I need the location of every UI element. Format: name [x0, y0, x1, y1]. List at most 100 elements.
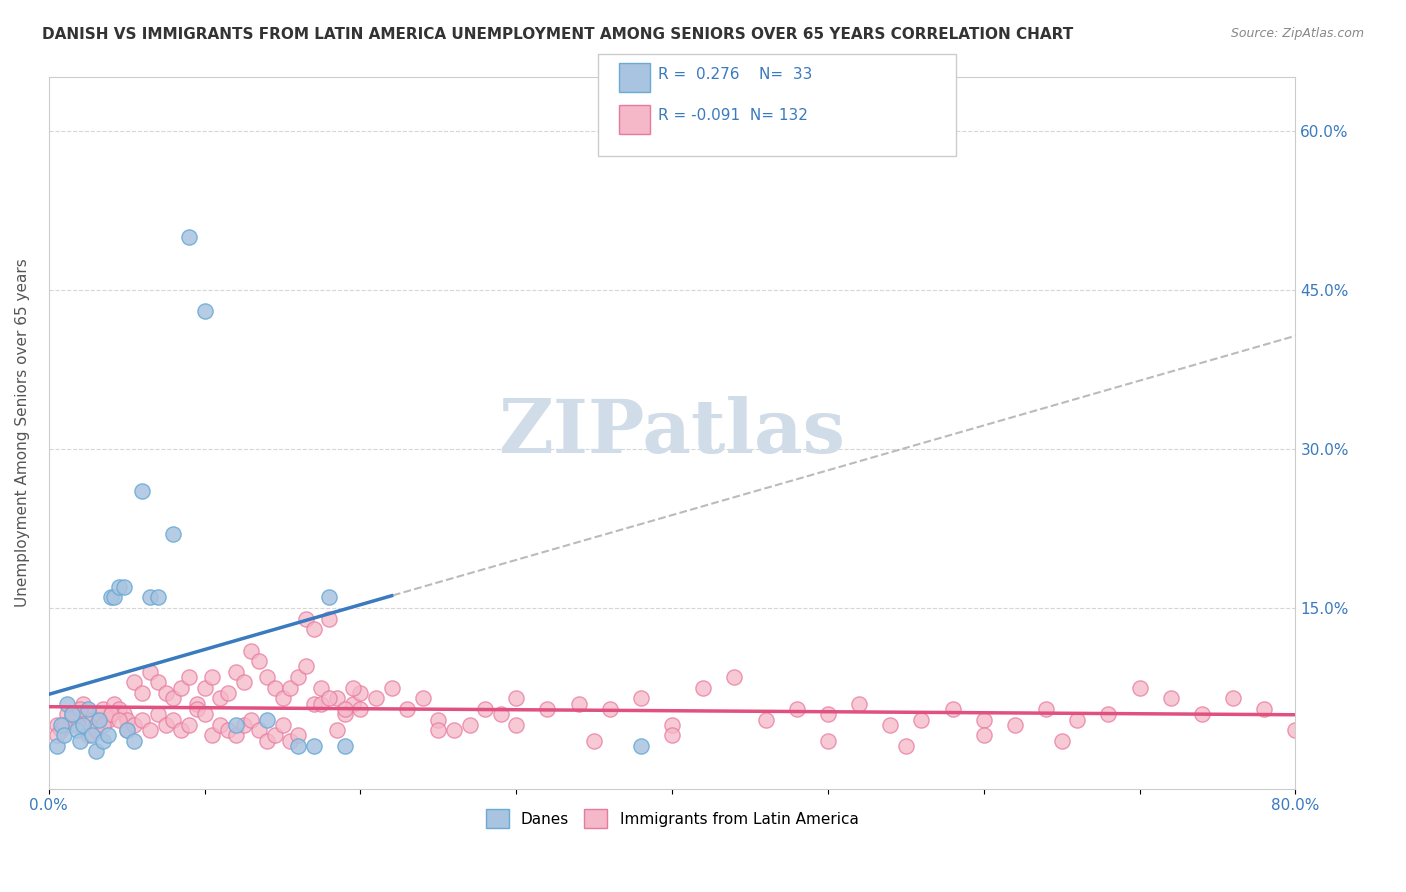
Point [1004, 718, 1026, 732]
Text: DANISH VS IMMIGRANTS FROM LATIN AMERICA UNEMPLOYMENT AMONG SENIORS OVER 65 YEARS: DANISH VS IMMIGRANTS FROM LATIN AMERICA … [42, 27, 1073, 42]
Point [247, 723, 270, 738]
Point [311, 697, 333, 711]
Point [97, 713, 120, 727]
Point [326, 723, 349, 738]
Point [271, 691, 294, 706]
Point [139, 723, 162, 738]
Point [848, 697, 870, 711]
Point [100, 591, 122, 605]
Point [692, 681, 714, 695]
Point [287, 670, 309, 684]
Point [69, 707, 91, 722]
Point [364, 691, 387, 706]
Point [1191, 707, 1213, 722]
Point [60, 707, 83, 722]
Point [278, 681, 301, 695]
Point [278, 733, 301, 747]
Point [443, 723, 465, 738]
Point [108, 580, 131, 594]
Point [247, 654, 270, 668]
Point [139, 591, 162, 605]
Point [786, 702, 808, 716]
Point [256, 713, 278, 727]
Point [256, 733, 278, 747]
Point [427, 713, 450, 727]
Point [209, 691, 232, 706]
Point [894, 739, 917, 753]
Point [302, 739, 325, 753]
Point [209, 718, 232, 732]
Point [51, 723, 73, 738]
Point [287, 729, 309, 743]
Point [84, 718, 107, 732]
Point [568, 697, 591, 711]
Point [97, 729, 120, 743]
Point [87, 713, 110, 727]
Point [879, 718, 901, 732]
Point [162, 691, 184, 706]
Point [115, 723, 138, 738]
Point [155, 718, 177, 732]
Text: Source: ZipAtlas.com: Source: ZipAtlas.com [1230, 27, 1364, 40]
Point [318, 591, 340, 605]
Point [155, 686, 177, 700]
Point [302, 697, 325, 711]
Point [1050, 733, 1073, 747]
Point [194, 304, 217, 318]
Point [661, 729, 683, 743]
Point [194, 681, 217, 695]
Point [318, 691, 340, 706]
Point [72, 697, 94, 711]
Point [910, 713, 932, 727]
Point [240, 713, 263, 727]
Point [84, 723, 107, 738]
Point [87, 707, 110, 722]
Point [108, 702, 131, 716]
Point [76, 702, 98, 716]
Point [302, 623, 325, 637]
Point [295, 659, 318, 673]
Point [505, 691, 527, 706]
Point [396, 702, 419, 716]
Point [287, 739, 309, 753]
Point [217, 723, 239, 738]
Point [201, 670, 224, 684]
Point [146, 675, 169, 690]
Point [817, 707, 839, 722]
Point [53, 729, 76, 743]
Text: ZIPatlas: ZIPatlas [499, 396, 845, 469]
Point [583, 733, 606, 747]
Point [76, 707, 98, 722]
Point [51, 718, 73, 732]
Point [45, 739, 67, 753]
Point [630, 691, 652, 706]
Point [53, 718, 76, 732]
Point [66, 723, 89, 738]
Point [333, 739, 356, 753]
Point [76, 729, 98, 743]
Point [69, 733, 91, 747]
Point [217, 686, 239, 700]
Point [100, 707, 122, 722]
Point [69, 702, 91, 716]
Point [170, 681, 193, 695]
Point [146, 591, 169, 605]
Point [536, 702, 558, 716]
Point [72, 718, 94, 732]
Point [1129, 681, 1152, 695]
Point [112, 707, 135, 722]
Point [91, 733, 114, 747]
Point [973, 713, 995, 727]
Point [131, 484, 153, 499]
Point [256, 670, 278, 684]
Point [82, 713, 104, 727]
Point [60, 707, 83, 722]
Point [505, 718, 527, 732]
Point [412, 691, 434, 706]
Point [661, 718, 683, 732]
Point [66, 718, 89, 732]
Point [942, 702, 965, 716]
Point [53, 718, 76, 732]
Point [1097, 707, 1119, 722]
Point [108, 713, 131, 727]
